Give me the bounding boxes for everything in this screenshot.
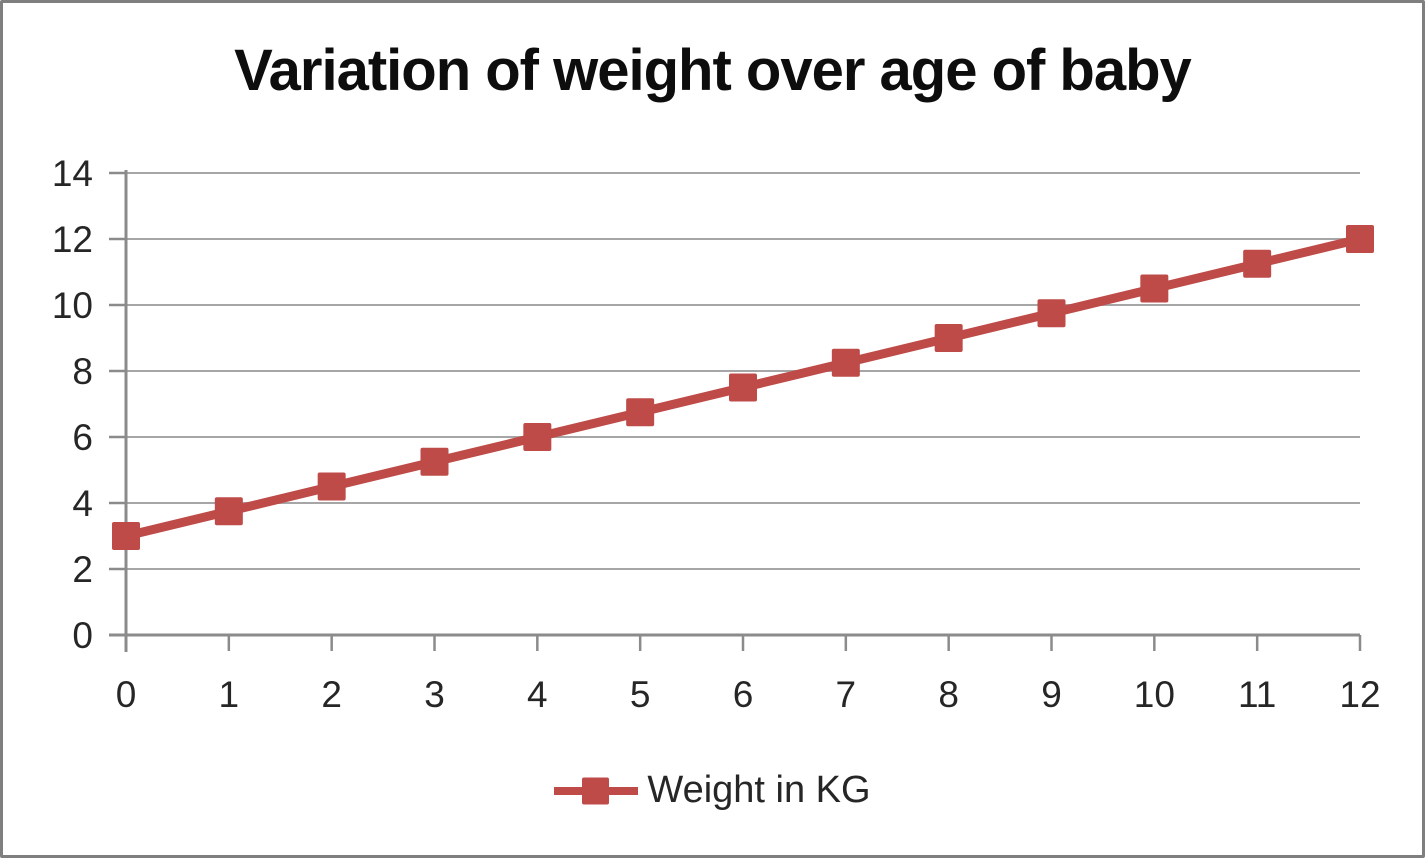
svg-text:12: 12 (52, 219, 93, 260)
svg-text:11: 11 (1238, 674, 1276, 715)
svg-text:7: 7 (836, 674, 857, 715)
legend-label: Weight in KG (647, 769, 871, 811)
svg-text:10: 10 (52, 285, 93, 326)
svg-text:0: 0 (116, 674, 137, 715)
svg-text:8: 8 (72, 351, 93, 392)
svg-text:3: 3 (424, 674, 445, 715)
svg-text:6: 6 (733, 674, 754, 715)
svg-text:8: 8 (938, 674, 959, 715)
svg-text:5: 5 (630, 674, 651, 715)
svg-text:9: 9 (1041, 674, 1062, 715)
svg-text:14: 14 (52, 153, 93, 194)
svg-text:12: 12 (1339, 674, 1380, 715)
svg-text:4: 4 (527, 674, 548, 715)
svg-text:0: 0 (72, 615, 93, 656)
svg-text:2: 2 (72, 549, 93, 590)
chart-title: Variation of weight over age of baby (234, 38, 1192, 103)
svg-text:10: 10 (1134, 674, 1175, 715)
legend: Weight in KG (3, 769, 1422, 812)
svg-text:1: 1 (219, 674, 240, 715)
svg-text:6: 6 (72, 417, 93, 458)
svg-text:2: 2 (321, 674, 342, 715)
svg-text:4: 4 (72, 483, 93, 524)
legend-line-marker-icon (554, 777, 639, 804)
